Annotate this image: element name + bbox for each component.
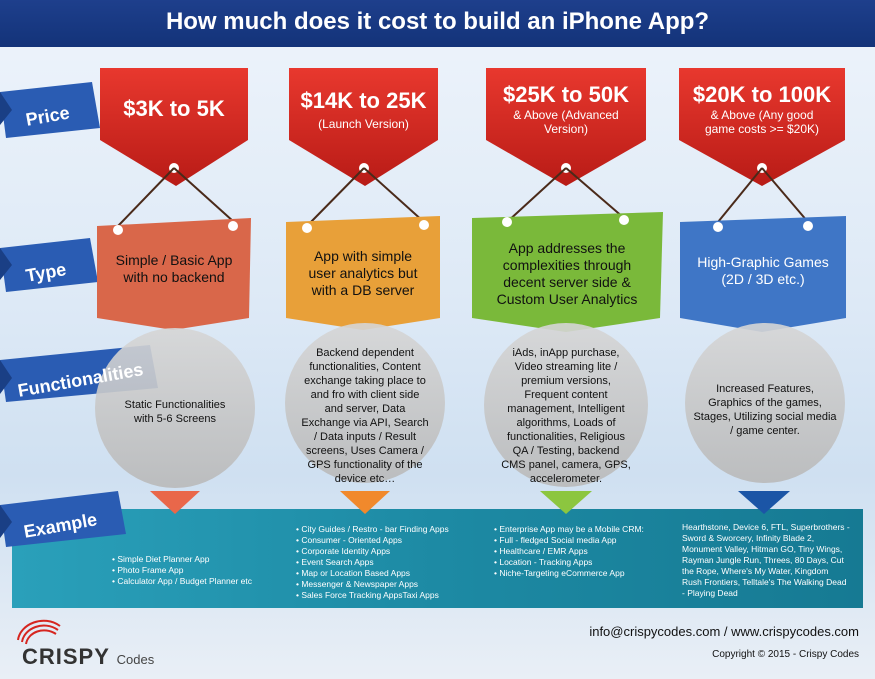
list-item: Messenger & Newspaper Apps bbox=[296, 579, 466, 590]
list-item: Photo Frame App bbox=[112, 565, 262, 576]
ribbon-price bbox=[0, 82, 100, 138]
price-4: $20K to 100K bbox=[692, 82, 832, 107]
example-arrow-3 bbox=[540, 491, 592, 514]
type-2: App with simple user analytics but with … bbox=[308, 248, 418, 298]
example-arrow-1 bbox=[150, 491, 200, 514]
list-item: City Guides / Restro - bar Finding Apps bbox=[296, 524, 466, 535]
list-item: Event Search Apps bbox=[296, 557, 466, 568]
func-circle-2 bbox=[285, 323, 445, 483]
column-3-graphics bbox=[472, 68, 663, 514]
functionalities-2: Backend dependent functionalities, Conte… bbox=[301, 347, 429, 485]
column-4-graphics bbox=[679, 68, 846, 514]
crispy-codes-logo-mark bbox=[17, 619, 61, 645]
type-shape-4 bbox=[680, 216, 846, 332]
list-item: Full - fledged Social media App bbox=[494, 535, 664, 546]
type-shape-3 bbox=[472, 212, 663, 332]
header-bar bbox=[0, 0, 875, 47]
price-2-sub: (Launch Version) bbox=[318, 117, 409, 131]
crispy-codes-logo: CRISPY Codes bbox=[22, 644, 154, 670]
functionalities-3: iAds, inApp purchase, Video streaming li… bbox=[501, 347, 631, 485]
logo-sub-text: Codes bbox=[116, 652, 155, 667]
functionalities-4: Increased Features, Graphics of the game… bbox=[693, 383, 837, 437]
price-tag-3 bbox=[486, 68, 646, 186]
price-tag-1 bbox=[100, 68, 248, 186]
example-list-1: Simple Diet Planner App Photo Frame App … bbox=[112, 554, 262, 587]
functionalities-1: Static Functionalities with 5-6 Screens bbox=[124, 399, 226, 425]
ribbon-type bbox=[0, 238, 98, 292]
column-2-graphics bbox=[285, 68, 445, 514]
ribbon-example bbox=[0, 491, 126, 547]
func-circle-3 bbox=[484, 323, 648, 487]
list-item: Niche-Targeting eCommerce App bbox=[494, 568, 664, 579]
type-4: High-Graphic Games (2D / 3D etc.) bbox=[697, 254, 829, 287]
price-tag-2 bbox=[289, 68, 438, 186]
func-circle-1 bbox=[95, 328, 255, 488]
list-item: Location - Tracking Apps bbox=[494, 557, 664, 568]
type-1: Simple / Basic App with no backend bbox=[115, 252, 233, 285]
list-item: Simple Diet Planner App bbox=[112, 554, 262, 565]
type-shape-2 bbox=[286, 216, 440, 330]
price-2: $14K to 25K bbox=[300, 88, 427, 113]
list-item: Sales Force Tracking AppsTaxi Apps bbox=[296, 590, 466, 601]
price-4-sub: & Above (Any good game costs >= $20K) bbox=[704, 108, 820, 136]
contact-info: info@crispycodes.com / www.crispycodes.c… bbox=[589, 624, 859, 639]
example-arrow-4 bbox=[738, 491, 790, 514]
price-3-sub: & Above (Advanced Version) bbox=[513, 108, 619, 136]
type-shape-1 bbox=[97, 218, 251, 330]
list-item: Corporate Identity Apps bbox=[296, 546, 466, 557]
page-title: How much does it cost to build an iPhone… bbox=[165, 8, 710, 35]
list-item: Calculator App / Budget Planner etc bbox=[112, 576, 262, 587]
list-item: Healthcare / EMR Apps bbox=[494, 546, 664, 557]
list-item: Consumer - Oriented Apps bbox=[296, 535, 466, 546]
copyright-text: Copyright © 2015 - Crispy Codes bbox=[712, 649, 859, 660]
func-circle-4 bbox=[685, 323, 845, 483]
example-list-3: Enterprise App may be a Mobile CRM: Full… bbox=[494, 524, 664, 579]
logo-main-text: CRISPY bbox=[22, 644, 110, 669]
list-item: Enterprise App may be a Mobile CRM: bbox=[494, 524, 664, 535]
example-arrow-2 bbox=[340, 491, 390, 514]
list-item: Map or Location Based Apps bbox=[296, 568, 466, 579]
price-tag-4 bbox=[679, 68, 845, 186]
example-list-2: City Guides / Restro - bar Finding Apps … bbox=[296, 524, 466, 601]
column-1-graphics bbox=[95, 68, 255, 514]
example-text-4: Hearthstone, Device 6, FTL, Superbrother… bbox=[682, 522, 850, 598]
type-3: App addresses the complexities through d… bbox=[496, 240, 638, 307]
price-3: $25K to 50K bbox=[503, 82, 629, 107]
price-1: $3K to 5K bbox=[123, 96, 225, 121]
